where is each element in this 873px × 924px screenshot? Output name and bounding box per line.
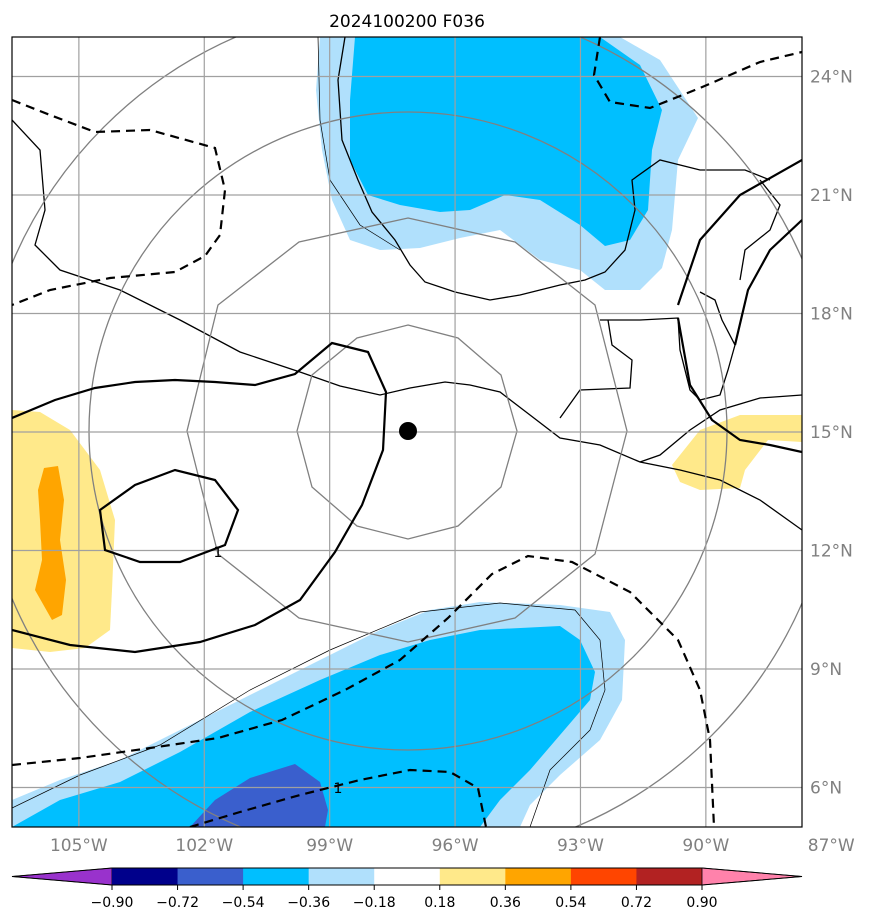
contour-solid-east xyxy=(676,159,802,306)
coastline-pacific-mexico xyxy=(12,119,802,531)
contour-solid-inner xyxy=(98,468,240,564)
border-guatemala xyxy=(559,319,633,419)
range-ring-2 xyxy=(186,217,628,643)
colorbar-tick-label: 0.54 xyxy=(555,895,586,911)
contour-dashed-south-inner xyxy=(189,768,488,827)
contour-label-1b: 1 xyxy=(334,781,343,797)
colorbar-segment xyxy=(570,868,637,885)
coastline-yucatan xyxy=(600,291,736,401)
chart-title: 2024100200 F036 xyxy=(329,12,485,32)
y-axis-ticks: 24°N 21°N 18°N 15°N 12°N 9°N 6°N xyxy=(810,68,853,799)
y-tick-label: 24°N xyxy=(810,68,853,88)
colorbar: −0.90 −0.72 −0.54 −0.36 −0.18 0.18 0.36 0.54 0.7… xyxy=(11,867,803,911)
colorbar-tick-label: −0.36 xyxy=(287,895,330,911)
y-tick-label: 12°N xyxy=(810,542,853,562)
x-tick-label: 87°W xyxy=(808,836,855,856)
island-cuba-edge xyxy=(739,179,781,281)
y-tick-label: 9°N xyxy=(810,660,842,680)
colorbar-segment xyxy=(112,868,179,885)
y-tick-label: 21°N xyxy=(810,186,853,206)
contour-lines xyxy=(12,159,802,654)
x-tick-label: 102°W xyxy=(175,836,233,856)
colorbar-segment xyxy=(636,868,703,885)
contour-solid-west xyxy=(12,341,388,654)
graticule xyxy=(12,37,802,827)
colorbar-tick-label: −0.18 xyxy=(353,895,396,911)
fill-positive-0.36-west xyxy=(35,466,66,620)
colorbar-extend-low xyxy=(11,867,113,886)
coastline-central-america xyxy=(639,394,802,463)
x-tick-label: 96°W xyxy=(432,836,479,856)
coastline-gulf-mexico xyxy=(337,37,771,301)
thin-contour-south xyxy=(12,602,606,827)
y-tick-label: 6°N xyxy=(810,779,842,799)
colorbar-segment xyxy=(439,868,506,885)
map-panel: 1 1 xyxy=(11,36,803,828)
colorbar-extend-high xyxy=(701,867,803,886)
fill-positive-0.18-east xyxy=(672,415,802,490)
x-tick-label: 93°W xyxy=(557,836,604,856)
filled-contours xyxy=(12,37,802,827)
map-frame xyxy=(11,36,803,828)
contour-solid-east-3 xyxy=(733,219,802,346)
fill-negative-0.36-south xyxy=(12,626,595,827)
colorbar-segment xyxy=(308,868,375,885)
y-tick-label: 18°N xyxy=(810,305,853,325)
colorbar-tick-label: 0.36 xyxy=(490,895,521,911)
storm-center-marker xyxy=(399,422,417,440)
contour-label-1a: 1 xyxy=(214,545,223,561)
contour-dashed-northwest xyxy=(12,98,227,307)
colorbar-segment xyxy=(177,868,244,885)
colorbar-tick-label: −0.72 xyxy=(156,895,199,911)
contour-solid-east-2 xyxy=(676,317,802,454)
colorbar-tick-label: 0.18 xyxy=(424,895,455,911)
colorbar-segment xyxy=(505,868,572,885)
colorbar-segment xyxy=(243,868,310,885)
colorbar-segment xyxy=(374,868,441,885)
fill-negative-0.54-south xyxy=(190,764,328,827)
colorbar-tick-label: 0.90 xyxy=(686,895,717,911)
colorbar-tick-label: 0.72 xyxy=(621,895,652,911)
x-axis-ticks: 105°W 102°W 99°W 96°W 93°W 90°W 87°W xyxy=(50,836,855,856)
fill-negative-0.36-north xyxy=(350,37,662,246)
colorbar-tick-label: −0.54 xyxy=(222,895,265,911)
x-tick-label: 105°W xyxy=(50,836,108,856)
x-tick-label: 99°W xyxy=(306,836,353,856)
x-tick-label: 90°W xyxy=(682,836,729,856)
contour-dashed-northeast xyxy=(592,37,802,110)
colorbar-tick-label: −0.90 xyxy=(91,895,134,911)
dashed-contours xyxy=(12,37,802,827)
contour-dashed-south xyxy=(12,554,716,827)
y-tick-label: 15°N xyxy=(810,423,853,443)
range-ring-1 xyxy=(296,324,518,540)
